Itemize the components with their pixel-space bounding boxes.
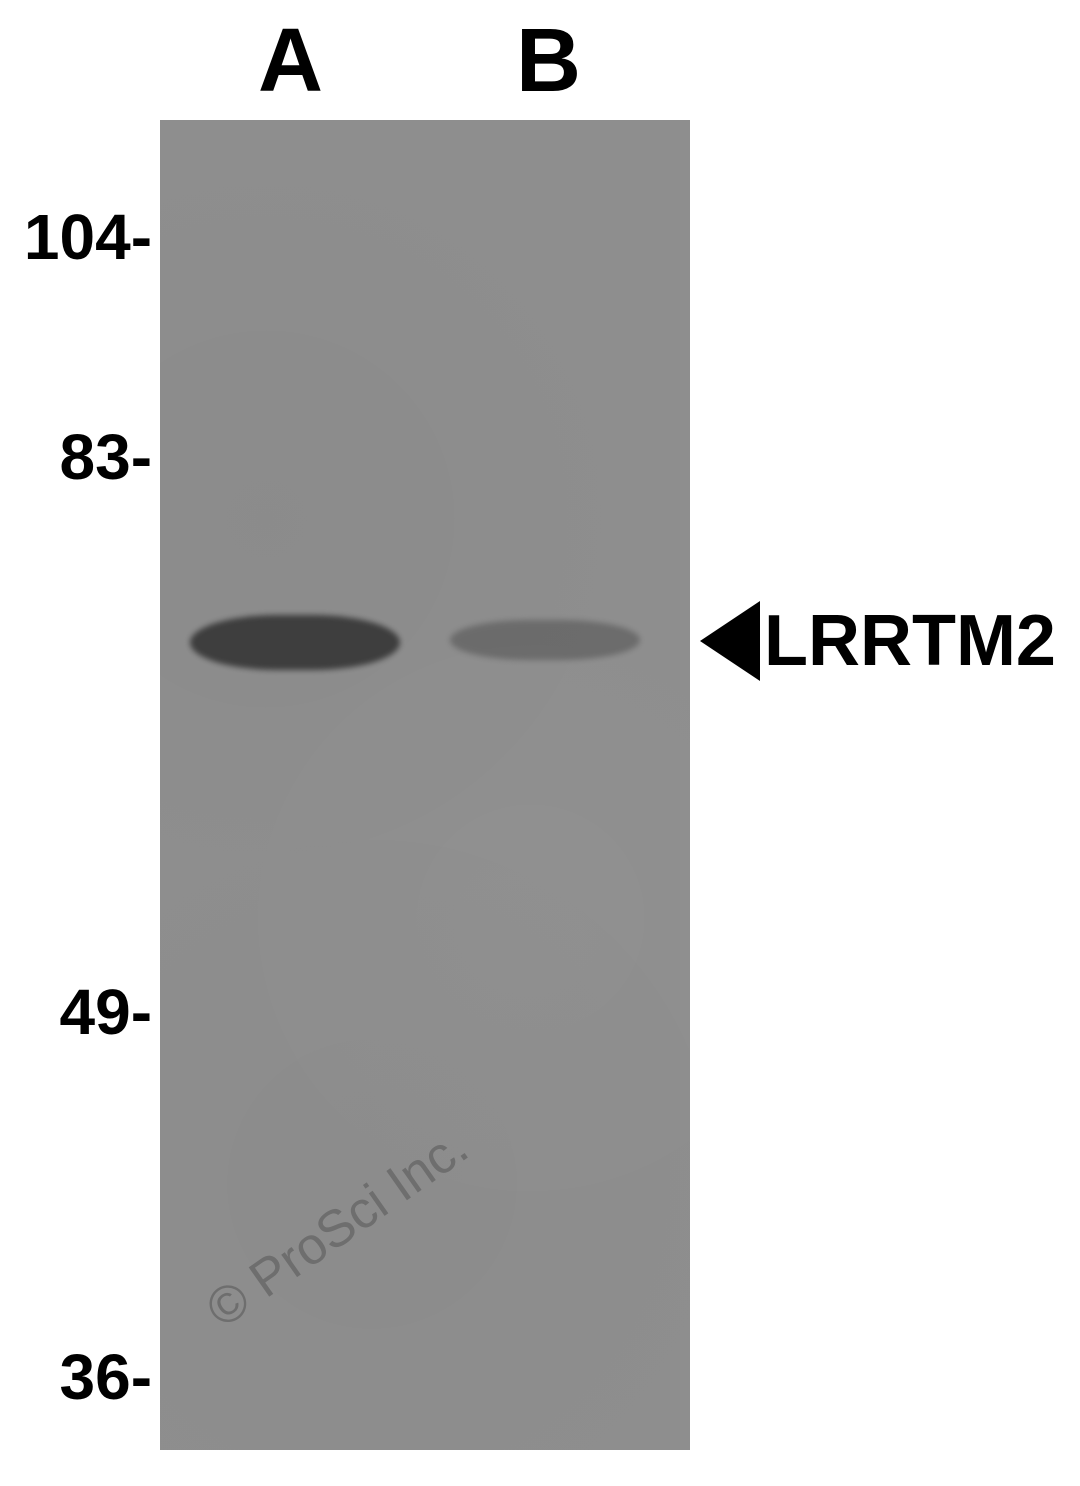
figure-container: A B 104- 83- 49- 36- © ProSci Inc. LRRTM…	[0, 0, 1080, 1486]
mw-marker-36: 36-	[60, 1340, 153, 1414]
lane-label-b: B	[516, 10, 581, 113]
lane-label-a: A	[258, 10, 323, 113]
arrow-icon	[700, 601, 760, 681]
membrane-texture	[160, 120, 690, 1450]
band-lane-b	[450, 620, 640, 660]
blot-membrane: © ProSci Inc.	[160, 120, 690, 1450]
band-annotation-label: LRRTM2	[764, 600, 1056, 682]
mw-marker-83: 83-	[60, 420, 153, 494]
band-annotation: LRRTM2	[700, 600, 1056, 682]
watermark-text: © ProSci Inc.	[196, 1116, 480, 1340]
band-lane-a	[190, 615, 400, 670]
mw-marker-49: 49-	[60, 975, 153, 1049]
mw-marker-104: 104-	[24, 200, 152, 274]
